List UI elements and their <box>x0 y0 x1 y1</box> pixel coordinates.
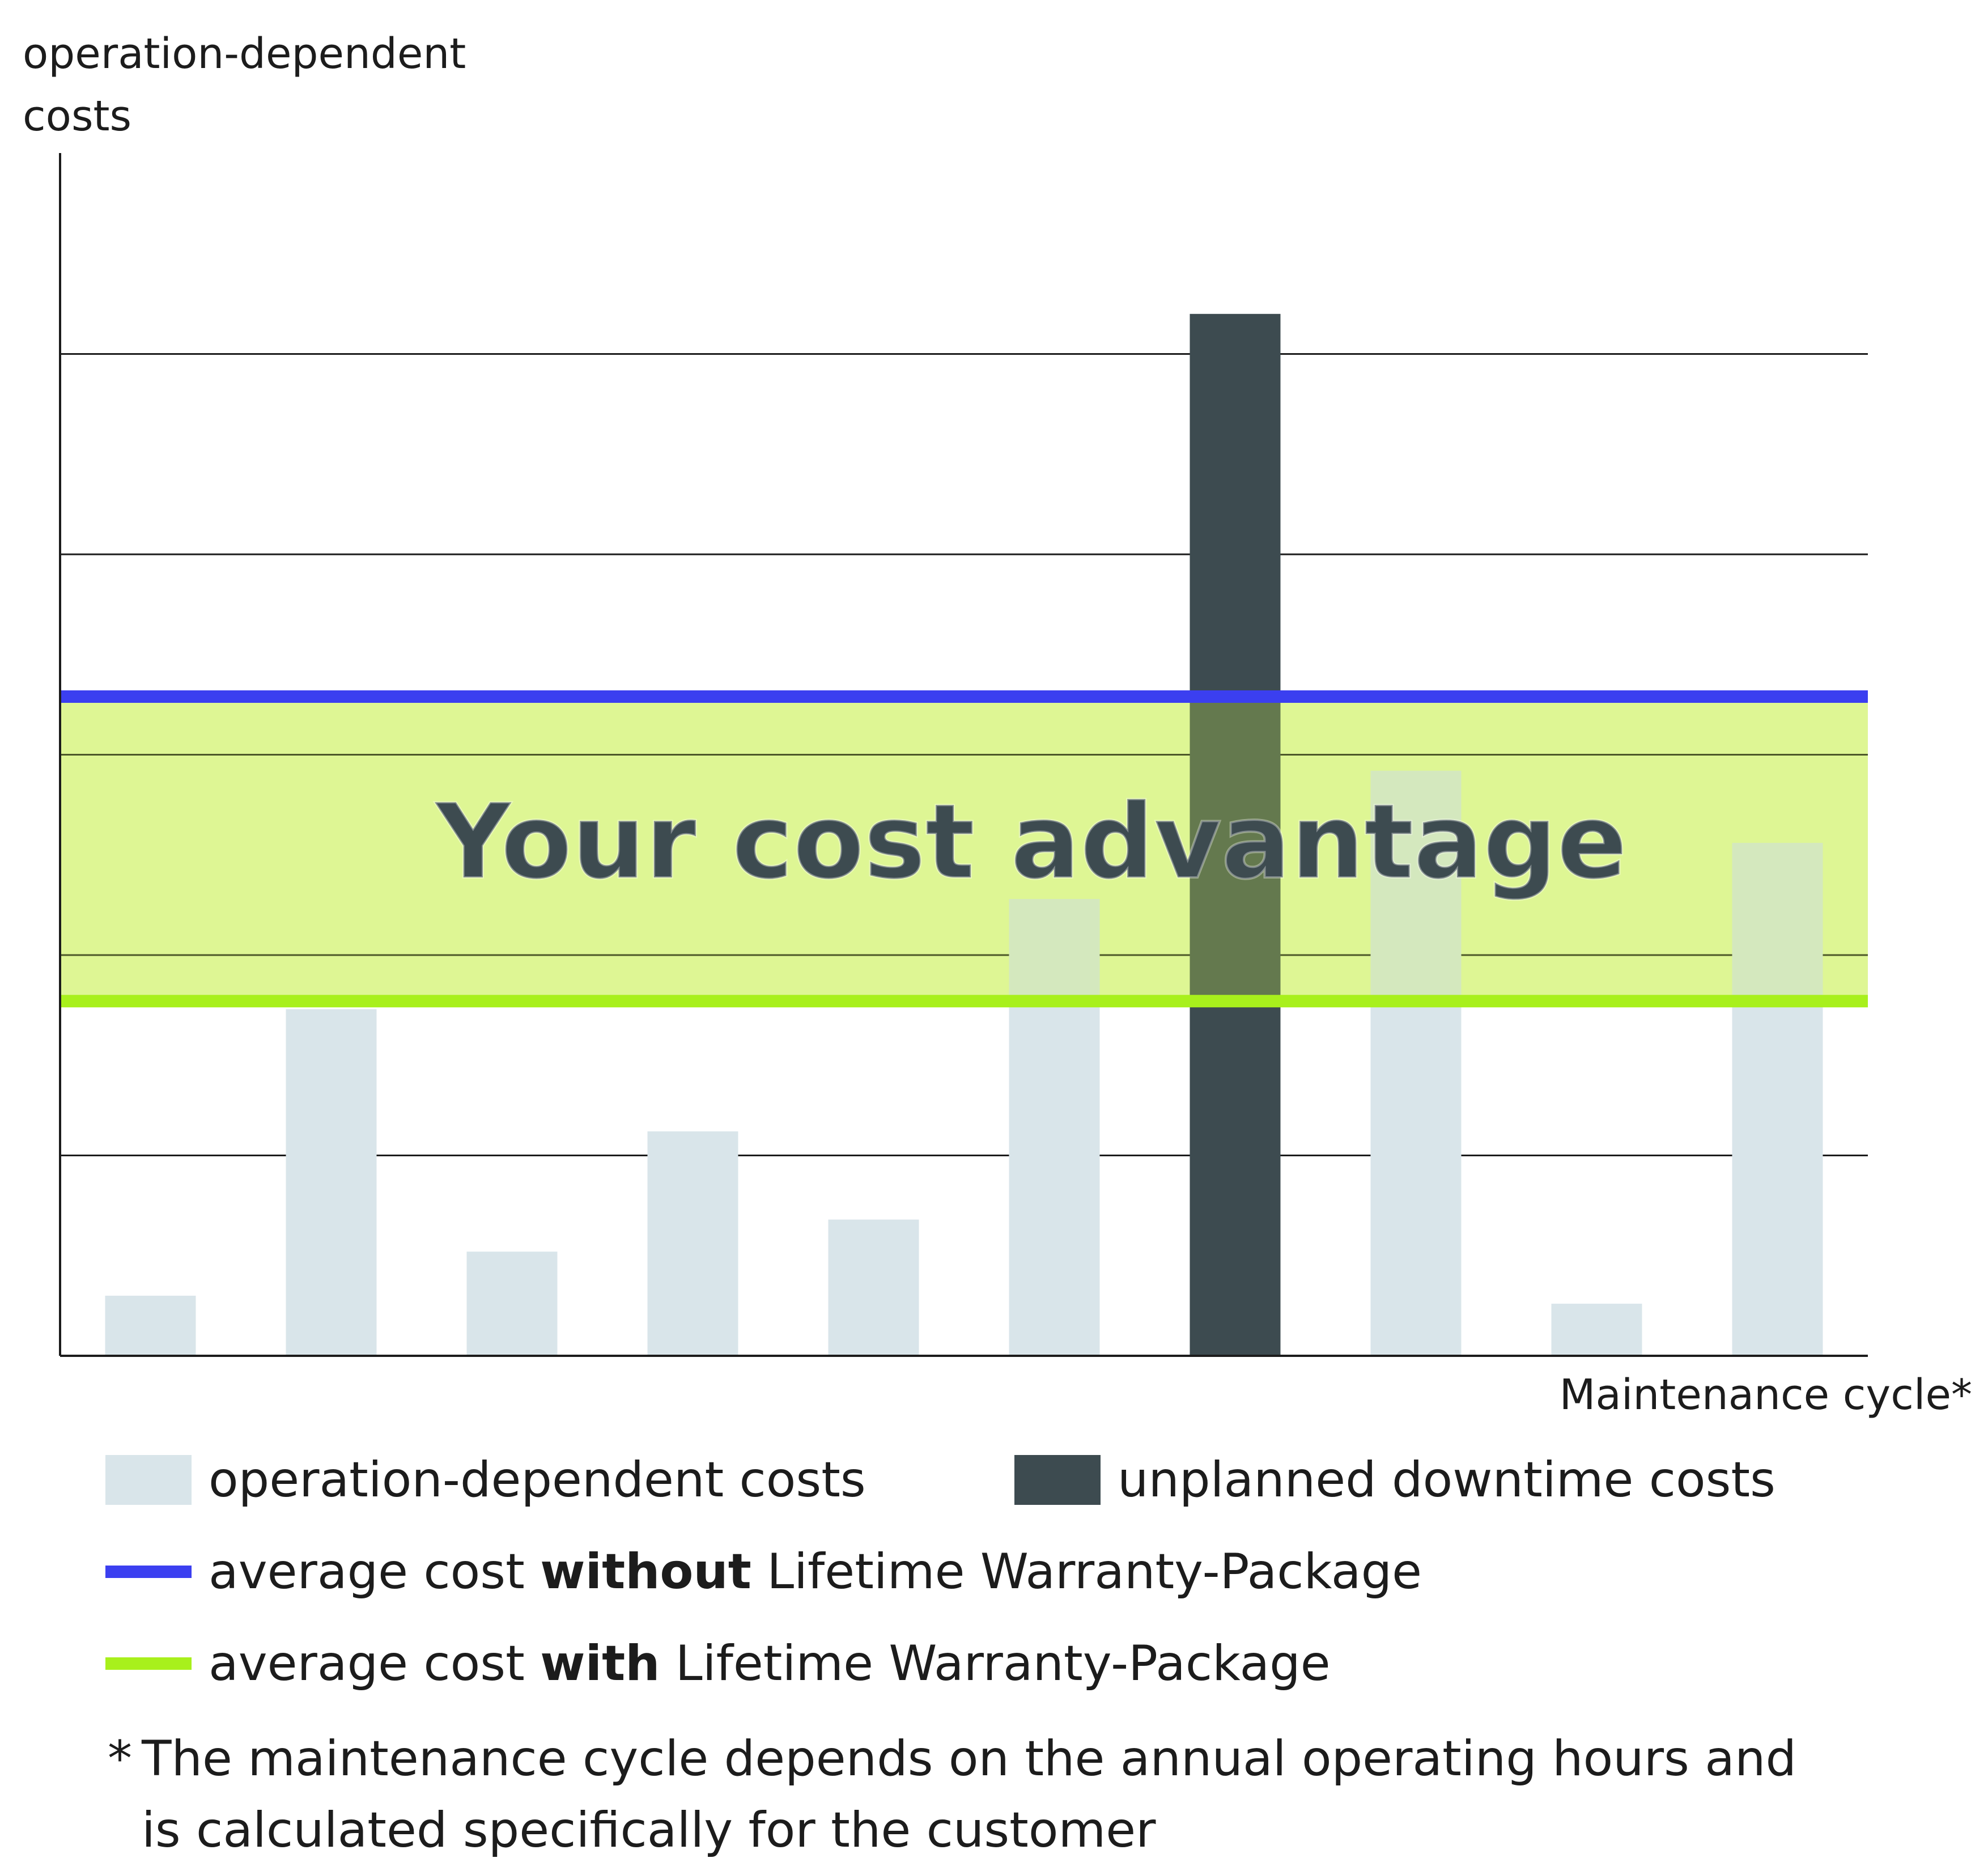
legend-swatch-operation <box>105 1455 192 1505</box>
legend-label-with: average cost with Lifetime Warranty-Pack… <box>209 1635 1331 1692</box>
legend-item-downtime: unplanned downtime costs <box>1014 1449 1775 1511</box>
bar-operation-5 <box>828 1219 919 1356</box>
footnote: * The maintenance cycle depends on the a… <box>108 1723 1842 1866</box>
axes <box>59 153 1868 1357</box>
legend-swatch-downtime <box>1014 1455 1101 1505</box>
legend-without-prefix: average cost <box>209 1543 541 1600</box>
bar-operation-4 <box>647 1131 738 1356</box>
cost-chart: Your cost advantage Maintenance cycle* <box>59 153 1972 1419</box>
bar-operation-9 <box>1551 1304 1642 1356</box>
bar-operation-1 <box>105 1295 196 1356</box>
band-overlay <box>60 696 1868 1002</box>
bars <box>105 313 1823 1356</box>
bar-operation-8 <box>1370 770 1462 1356</box>
legend-without-suffix: Lifetime Warranty-Package <box>751 1543 1422 1600</box>
legend-with-prefix: average cost <box>209 1635 541 1692</box>
legend-label-without: average cost without Lifetime Warranty-P… <box>209 1543 1422 1600</box>
x-axis-label: Maintenance cycle* <box>1560 1371 1972 1419</box>
bar-operation-10 <box>1732 843 1823 1356</box>
reference-lines <box>60 690 1868 1008</box>
footnote-text: The maintenance cycle depends on the ann… <box>142 1730 1797 1859</box>
y-axis-label-line-2: costs <box>23 92 132 141</box>
y-axis-label-line-1: operation-dependent <box>23 29 466 78</box>
band-rect <box>60 696 1868 1002</box>
legend-with-bold: with <box>540 1635 660 1692</box>
bar-operation-6 <box>1009 899 1100 1356</box>
cost-advantage-label: Your cost advantage <box>435 782 1627 902</box>
legend-with-suffix: Lifetime Warranty-Package <box>660 1635 1331 1692</box>
legend-label-downtime: unplanned downtime costs <box>1118 1452 1775 1508</box>
legend-swatch-with <box>105 1657 192 1670</box>
legend-label-operation: operation-dependent costs <box>209 1452 866 1508</box>
y-axis-label: operation-dependent costs <box>23 23 466 147</box>
bar-downtime-7 <box>1190 313 1281 1356</box>
legend-without-bold: without <box>540 1543 751 1600</box>
legend-item-with: average cost with Lifetime Warranty-Pack… <box>105 1632 1331 1695</box>
legend-swatch-without <box>105 1566 192 1578</box>
bar-operation-3 <box>466 1252 558 1356</box>
legend-item-without: average cost without Lifetime Warranty-P… <box>105 1541 1422 1603</box>
cost-advantage-band <box>60 696 1868 1002</box>
footnote-marker: * <box>108 1730 132 1787</box>
band-overlay-rect <box>60 696 1868 1002</box>
bar-operation-2 <box>286 1009 377 1356</box>
legend-item-operation: operation-dependent costs <box>105 1449 866 1511</box>
